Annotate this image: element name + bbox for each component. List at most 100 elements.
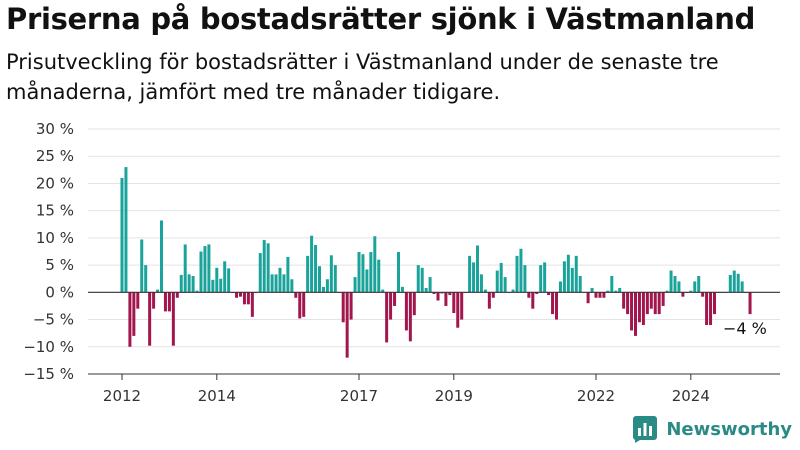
bar-chart-logo-icon: [633, 416, 658, 443]
bar: [357, 252, 361, 293]
bar: [302, 292, 306, 317]
bar: [436, 292, 440, 301]
bar: [365, 269, 369, 293]
bar: [239, 292, 242, 297]
bar: [404, 292, 408, 331]
bar: [728, 274, 732, 293]
bar: [448, 292, 452, 296]
bar: [400, 286, 404, 293]
bar: [424, 287, 428, 293]
bar: [369, 252, 373, 293]
bar: [578, 276, 582, 293]
bar: [290, 279, 294, 293]
y-tick-label: 0 %: [45, 283, 74, 301]
y-tick-label: 5 %: [45, 256, 74, 274]
bar: [318, 266, 321, 293]
bar: [444, 292, 448, 306]
bar: [397, 252, 400, 293]
bar: [140, 239, 144, 293]
bar: [637, 292, 641, 323]
bar: [693, 281, 697, 293]
bar: [586, 292, 590, 304]
y-tick-label: 10 %: [36, 229, 74, 247]
bar: [566, 254, 570, 293]
brand-logo: Newsworthy: [632, 414, 792, 444]
bar: [132, 292, 136, 336]
x-tick-label: 2019: [435, 387, 473, 405]
bar: [558, 281, 562, 293]
y-tick-label: −5 %: [33, 311, 74, 329]
bar: [551, 292, 555, 315]
bar: [199, 251, 203, 293]
bar: [748, 292, 752, 315]
bar: [665, 290, 669, 293]
bar: [321, 286, 325, 293]
bar: [329, 255, 333, 293]
bar: [618, 287, 622, 293]
bar: [353, 277, 357, 293]
bar: [235, 292, 239, 298]
bar: [246, 292, 250, 305]
bar: [408, 292, 412, 342]
y-tick-label: −10 %: [23, 338, 74, 356]
bar: [709, 292, 713, 325]
bar: [562, 261, 566, 293]
bar: [740, 281, 744, 293]
bar: [274, 274, 278, 293]
bar: [361, 254, 365, 293]
bar: [649, 292, 653, 309]
bar: [653, 292, 657, 315]
bar: [175, 292, 179, 298]
bar: [124, 167, 128, 293]
bar: [555, 292, 558, 320]
bar: [468, 255, 472, 293]
bar: [148, 292, 152, 346]
bar: [223, 261, 227, 293]
bar: [547, 292, 551, 296]
bar: [598, 292, 602, 298]
bar: [736, 273, 740, 293]
bar: [606, 290, 610, 293]
bar: [294, 292, 298, 298]
y-tick-label: 15 %: [36, 202, 74, 220]
bar: [167, 292, 171, 312]
bar: [183, 244, 187, 293]
bar: [262, 240, 266, 293]
bar: [191, 276, 195, 293]
bar: [314, 244, 318, 293]
bar: [681, 292, 685, 297]
bar: [669, 270, 673, 293]
bar: [179, 274, 183, 293]
bar: [657, 292, 661, 315]
bar: [570, 267, 574, 293]
bar: [535, 292, 539, 294]
bar: [195, 290, 199, 293]
bar: [594, 292, 598, 298]
bar: [515, 255, 519, 293]
bar: [460, 292, 464, 320]
bar: [393, 292, 397, 306]
bar: [227, 268, 231, 293]
bar: [641, 292, 645, 325]
bar: [333, 265, 337, 293]
bar: [349, 292, 353, 320]
bar: [258, 253, 262, 293]
bar: [187, 274, 191, 293]
bar: [203, 246, 207, 293]
bar: [278, 267, 282, 293]
bar: [377, 259, 381, 293]
bar: [416, 265, 420, 293]
last-value-annotation: −4 %: [723, 319, 767, 338]
bar: [697, 276, 701, 293]
bar: [156, 289, 160, 293]
gridlines: [88, 128, 780, 375]
bar: [602, 292, 606, 298]
bar: [144, 265, 148, 293]
bar: [479, 274, 483, 293]
bar: [412, 292, 416, 316]
bar: [673, 276, 677, 293]
bar: [385, 292, 389, 343]
bar: [523, 265, 527, 293]
bar: [136, 292, 140, 309]
